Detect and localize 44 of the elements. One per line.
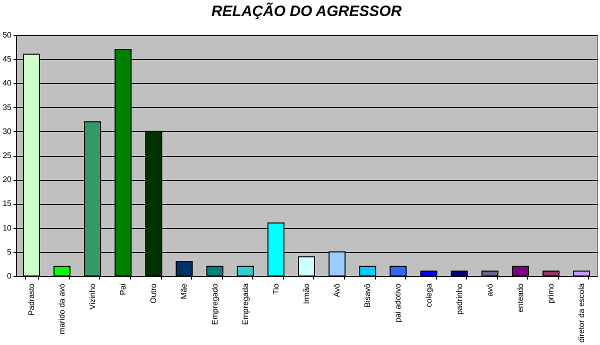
bar xyxy=(542,270,560,276)
x-tick-label: enteado xyxy=(516,282,525,312)
bar xyxy=(512,266,529,276)
x-tick-label: Empregada xyxy=(240,282,250,325)
x-tick-label: Vizinho xyxy=(88,282,98,310)
bar xyxy=(573,270,590,276)
x-tick-label: padrinho xyxy=(454,282,464,315)
y-tick-label: 40 xyxy=(2,78,12,88)
bar xyxy=(481,270,498,276)
x-tick-label: Empregado xyxy=(210,282,220,325)
bar xyxy=(53,266,70,276)
bar xyxy=(236,266,254,276)
x-tick-label: colega xyxy=(424,282,434,308)
x-tick-label: diretor da escola xyxy=(577,282,586,343)
y-tick-label: 5 xyxy=(7,247,12,256)
x-tick-label: Tio xyxy=(271,282,280,294)
bar xyxy=(359,266,376,276)
bar xyxy=(450,270,468,276)
y-tick-label: 20 xyxy=(2,175,12,184)
x-tick-label: Padrasto xyxy=(26,282,36,316)
bar xyxy=(206,266,224,276)
x-tick-label: Bisavô xyxy=(363,282,372,308)
y-tick-label: 50 xyxy=(2,30,12,40)
x-tick-label: primo xyxy=(546,282,556,304)
x-tick-label: Irmão xyxy=(302,282,311,304)
x-tick-label: avó xyxy=(485,282,494,296)
x-tick-label: Mãe xyxy=(180,282,189,300)
y-tick-label: 15 xyxy=(2,199,12,208)
bar xyxy=(298,256,315,276)
y-tick-label: 10 xyxy=(2,223,12,232)
y-tick-label: 25 xyxy=(2,151,12,160)
bar xyxy=(420,270,438,276)
chart-title: RELAÇÃO DO AGRESSOR xyxy=(211,2,402,20)
y-tick-label: 0 xyxy=(7,272,12,280)
y-tick-label: 35 xyxy=(2,102,12,112)
y-tick-label: 30 xyxy=(2,126,12,136)
bar xyxy=(176,261,193,276)
x-tick-label: Outro xyxy=(149,282,158,304)
x-tick-label: Avô xyxy=(332,282,342,298)
x-tick-label: pai adotivo xyxy=(394,282,403,322)
x-tick-label: marido da avó xyxy=(57,282,66,334)
bar xyxy=(390,266,407,276)
x-tick-label: Pai xyxy=(118,283,128,296)
y-tick-label: 45 xyxy=(2,54,12,64)
